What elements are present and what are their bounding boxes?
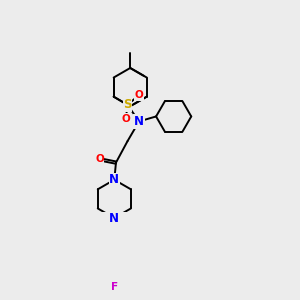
- Text: O: O: [122, 114, 130, 124]
- Text: O: O: [135, 90, 143, 100]
- Text: N: N: [109, 212, 119, 224]
- Text: N: N: [134, 115, 144, 128]
- Text: O: O: [95, 154, 104, 164]
- Text: S: S: [123, 98, 132, 111]
- Text: N: N: [109, 173, 119, 186]
- Text: F: F: [111, 282, 118, 292]
